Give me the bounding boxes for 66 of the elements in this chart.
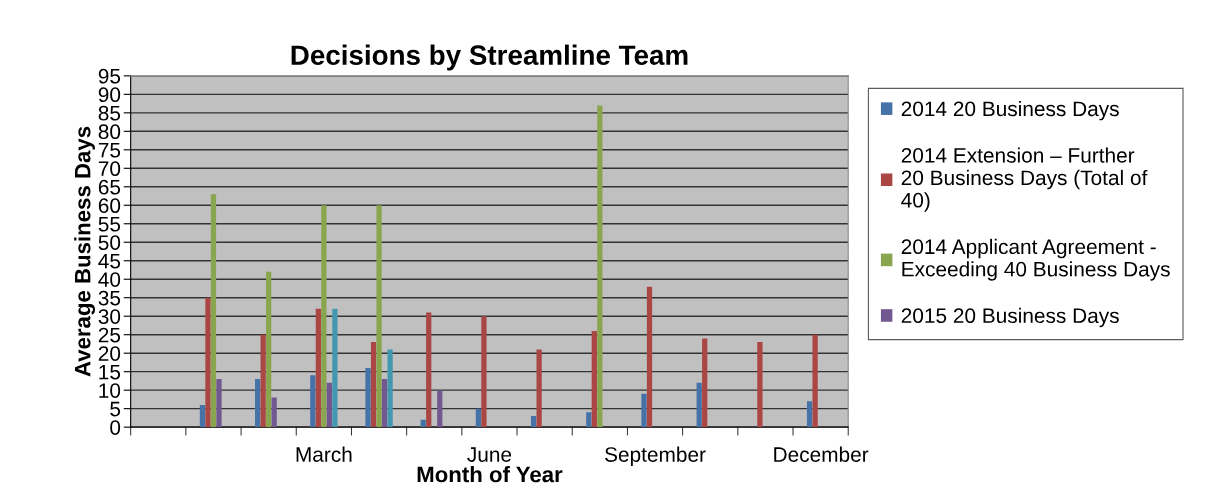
y-tick-label: 75: [98, 143, 121, 158]
bar: [591, 331, 597, 428]
x-tick-label: March: [296, 446, 352, 462]
bar: [475, 408, 482, 428]
chart-title: Decisions by Streamline Team: [291, 44, 688, 71]
legend-label: 2015 20 Business Days: [901, 307, 1119, 328]
bar: [271, 397, 277, 428]
x-tick-label: June: [467, 447, 512, 462]
y-tick-label: 20: [98, 346, 121, 361]
bar: [205, 297, 211, 428]
y-tick-label: 40: [98, 272, 121, 287]
bar: [260, 334, 266, 428]
bar: [255, 379, 261, 428]
bar: [696, 382, 702, 428]
x-tick-label: September: [605, 446, 706, 467]
y-axis-title: Average Business Days: [74, 126, 96, 377]
bar: [365, 367, 371, 428]
bar: [332, 308, 338, 428]
y-tick-label: 35: [98, 290, 121, 306]
bar: [530, 416, 537, 428]
bar: [376, 205, 382, 428]
bar: [321, 205, 327, 428]
bar: [387, 349, 393, 428]
bar: [370, 342, 377, 428]
y-tick-label: 95: [98, 68, 121, 84]
y-tick-label: 5: [110, 401, 121, 417]
bar: [641, 393, 647, 428]
y-tick-label: 45: [98, 253, 121, 269]
bar: [536, 349, 542, 428]
y-tick-label: 50: [98, 235, 121, 251]
x-tick-label: December: [774, 446, 869, 462]
legend-label: 2014 Extension – Further 20 Business Days (Total of 40): [901, 147, 1148, 212]
y-tick-label: 25: [98, 327, 121, 343]
bar: [210, 194, 217, 428]
y-tick-label: 70: [98, 161, 121, 177]
y-tick-label: 60: [98, 198, 121, 214]
bar: [199, 404, 206, 428]
bar: [597, 105, 603, 428]
bar: [586, 412, 592, 428]
y-tick-label: 55: [98, 216, 121, 232]
y-tick-label: 0: [110, 420, 121, 435]
y-tick-label: 65: [98, 179, 121, 195]
x-axis-title: Month of Year: [417, 466, 563, 483]
bar: [437, 390, 443, 428]
bar: [757, 342, 763, 428]
bar: [481, 316, 487, 428]
y-tick-label: 30: [98, 309, 121, 324]
y-tick-label: 90: [98, 87, 121, 103]
bar: [646, 286, 653, 428]
bar: [420, 419, 426, 428]
bar: [812, 334, 818, 428]
legend-label: 2014 20 Business Days: [901, 100, 1119, 121]
bar: [806, 401, 813, 428]
y-tick-label: 80: [98, 124, 121, 140]
y-tick-label: 85: [98, 105, 121, 121]
bar: [326, 382, 332, 428]
bar: [310, 375, 316, 428]
bar: [381, 379, 388, 428]
legend-label: 2014 Applicant Agreement - Exceeding 40 Business Days: [901, 238, 1170, 281]
y-tick-label: 10: [99, 383, 121, 398]
bar: [426, 312, 432, 428]
bar: [315, 308, 321, 428]
bar: [702, 338, 708, 428]
bar: [266, 271, 272, 428]
y-tick-label: 15: [99, 364, 121, 380]
bar: [216, 379, 222, 428]
